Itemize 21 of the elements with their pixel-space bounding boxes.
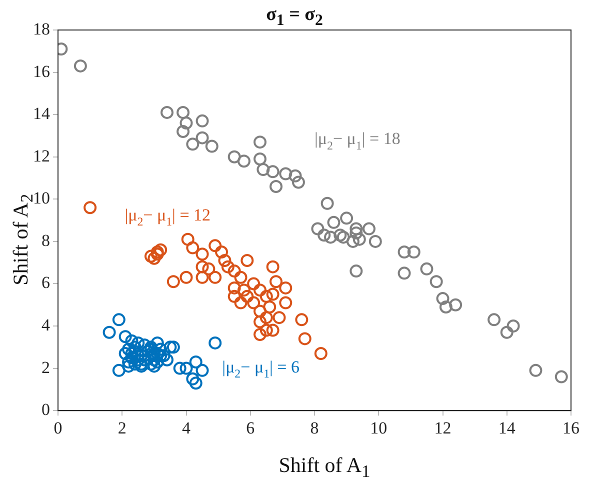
x-tick-label: 14 (498, 418, 516, 438)
x-tick-label: 6 (246, 418, 255, 438)
x-tick-label: 0 (54, 418, 62, 438)
y-tick-label: 6 (42, 273, 50, 292)
y-tick-label: 12 (33, 146, 50, 166)
y-tick-label: 8 (42, 230, 50, 250)
y-tick-label: 16 (33, 62, 50, 81)
x-tick-label: 8 (310, 418, 319, 438)
y-tick-label: 10 (33, 188, 50, 208)
x-tick-label: 10 (370, 418, 388, 438)
x-tick-label: 2 (118, 418, 126, 438)
x-tick-label: 16 (562, 418, 580, 438)
y-tick-label: 0 (42, 400, 50, 420)
chart-title: σ$_{1}$ = σ$_{2}$ (266, 4, 323, 29)
y-tick-label: 18 (33, 19, 50, 38)
x-tick-label: 4 (182, 418, 191, 438)
y-tick-label: 2 (42, 358, 50, 377)
y-tick-label: 4 (42, 315, 50, 334)
y-tick-label: 14 (33, 104, 50, 124)
x-axis-title: Shift of A$_{1}$ (278, 452, 372, 482)
x-tick-label: 12 (434, 418, 452, 438)
